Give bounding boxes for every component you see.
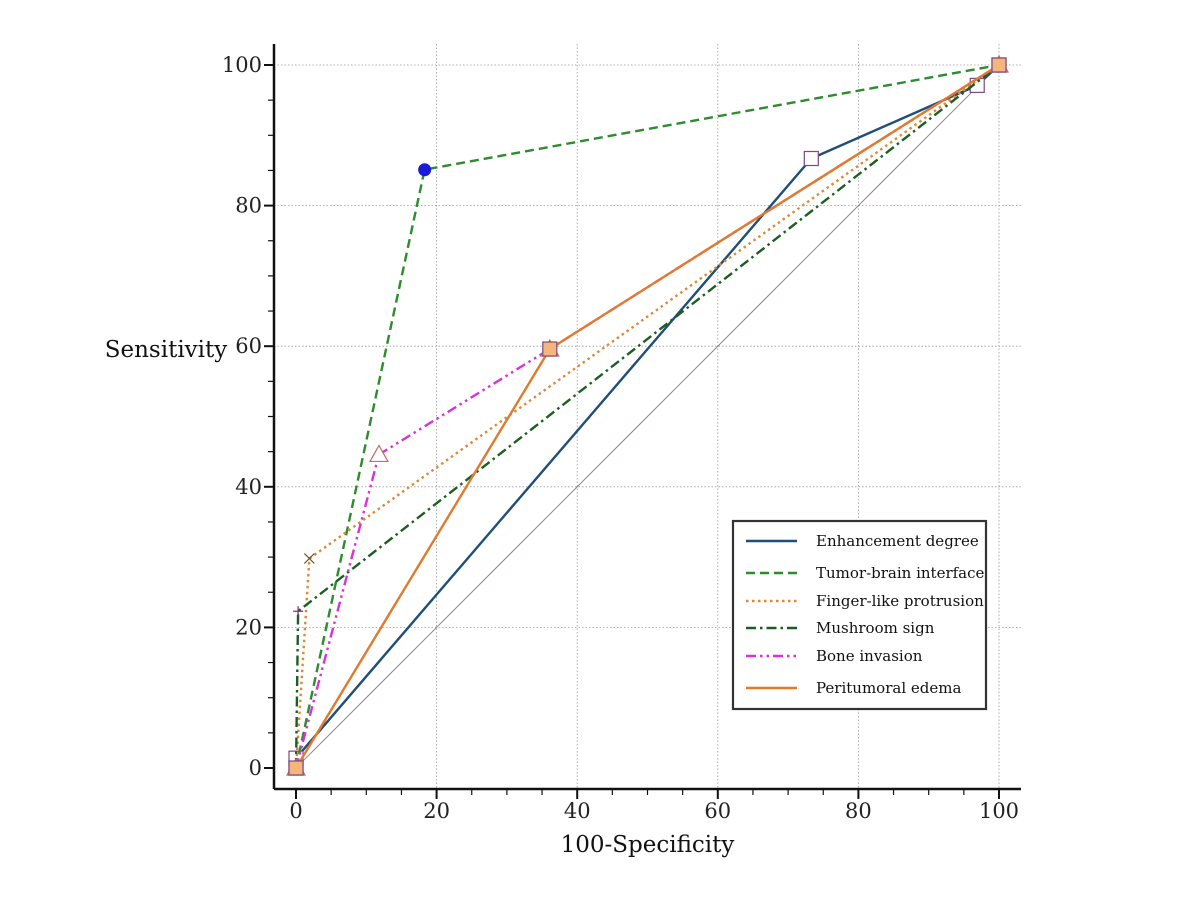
series-5	[288, 57, 1007, 776]
x-tick-label: 40	[564, 799, 591, 823]
y-tick-label: 20	[235, 615, 262, 639]
data-point-marker	[368, 444, 389, 463]
legend-label: Bone invasion	[816, 647, 923, 665]
reference-line-layer	[295, 64, 1000, 769]
legend-box	[731, 519, 988, 711]
x-tick-label: 80	[845, 799, 872, 823]
x-tick-label: 0	[289, 799, 302, 823]
data-point-marker	[542, 341, 558, 357]
y-tick-label: 40	[235, 475, 262, 499]
axes-layer: 0 20 40 60 80 100 0 20 40 60 80 100	[222, 44, 1021, 823]
legend-label: Peritumoral edema	[816, 679, 961, 697]
legend-label: Finger-like protrusion	[816, 592, 984, 610]
x-tick-label: 20	[423, 799, 450, 823]
y-tick-label: 60	[235, 334, 262, 358]
series-line	[294, 63, 1000, 769]
marker-stroke	[303, 553, 315, 564]
data-point-marker	[303, 553, 315, 564]
y-tick-label: 100	[222, 53, 262, 77]
legend-label: Enhancement degree	[816, 532, 979, 550]
legend-label: Tumor-brain interface	[816, 564, 985, 582]
y-tick-label: 80	[235, 194, 262, 218]
y-axis-title: Sensitivity	[105, 337, 228, 363]
data-point-marker	[991, 57, 1007, 73]
reference-diagonal	[295, 64, 1000, 769]
legend: Enhancement degree Tumor-brain interface F…	[731, 519, 988, 711]
series-layer	[285, 54, 1010, 776]
data-point-marker	[288, 760, 304, 776]
data-point-marker	[418, 163, 432, 177]
data-point-marker	[803, 150, 819, 167]
data-point-marker	[293, 606, 304, 617]
x-axis-title: 100-Specificity	[561, 832, 735, 858]
x-tick-label: 60	[704, 799, 731, 823]
x-tick-label: 100	[979, 799, 1019, 823]
series-line	[294, 64, 1000, 769]
legend-label: Mushroom sign	[816, 619, 935, 637]
y-tick-label: 0	[249, 756, 262, 780]
